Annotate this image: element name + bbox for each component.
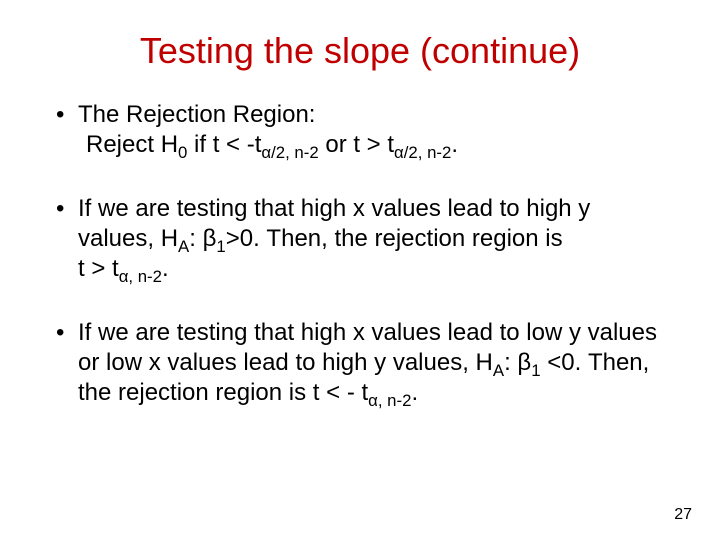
text: . <box>411 379 418 406</box>
subscript-zero: 0 <box>178 143 187 162</box>
subscript-a: A <box>493 361 504 380</box>
text: The Rejection Region: <box>78 101 315 128</box>
text: . <box>451 131 458 158</box>
page-number-text: 27 <box>674 506 692 523</box>
slide: Testing the slope (continue) The Rejecti… <box>0 0 720 540</box>
rejection-rule-line: Reject H0 if t < -tα/2, n-2 or t > tα/2,… <box>78 130 670 160</box>
subscript-one: 1 <box>216 237 225 256</box>
page-number: 27 <box>674 506 692 524</box>
bullet-high-x-low-y: If we are testing that high x values lea… <box>50 318 670 408</box>
subscript-alpha-half: α/2, n-2 <box>394 143 451 162</box>
subscript-one: 1 <box>531 361 540 380</box>
text: or t > t <box>319 131 394 158</box>
bullet-rejection-region: The Rejection Region: Reject H0 if t < -… <box>50 100 670 160</box>
bullet-high-x-high-y: If we are testing that high x values lea… <box>50 194 670 284</box>
subscript-alpha-half: α/2, n-2 <box>261 143 318 162</box>
subscript-alpha: α, n-2 <box>119 267 162 286</box>
text: : β <box>504 349 531 376</box>
text: : β <box>189 225 216 252</box>
text: t > t <box>78 255 119 282</box>
text: . <box>162 255 169 282</box>
text: >0. Then, the rejection region is <box>226 225 563 252</box>
title-text: Testing the slope (continue) <box>140 30 580 71</box>
bullet-list: The Rejection Region: Reject H0 if t < -… <box>50 100 670 408</box>
subscript-a: A <box>178 237 189 256</box>
subscript-alpha: α, n-2 <box>368 391 411 410</box>
slide-title: Testing the slope (continue) <box>50 30 670 72</box>
text: Reject H <box>86 131 178 158</box>
text: if t < -t <box>187 131 261 158</box>
